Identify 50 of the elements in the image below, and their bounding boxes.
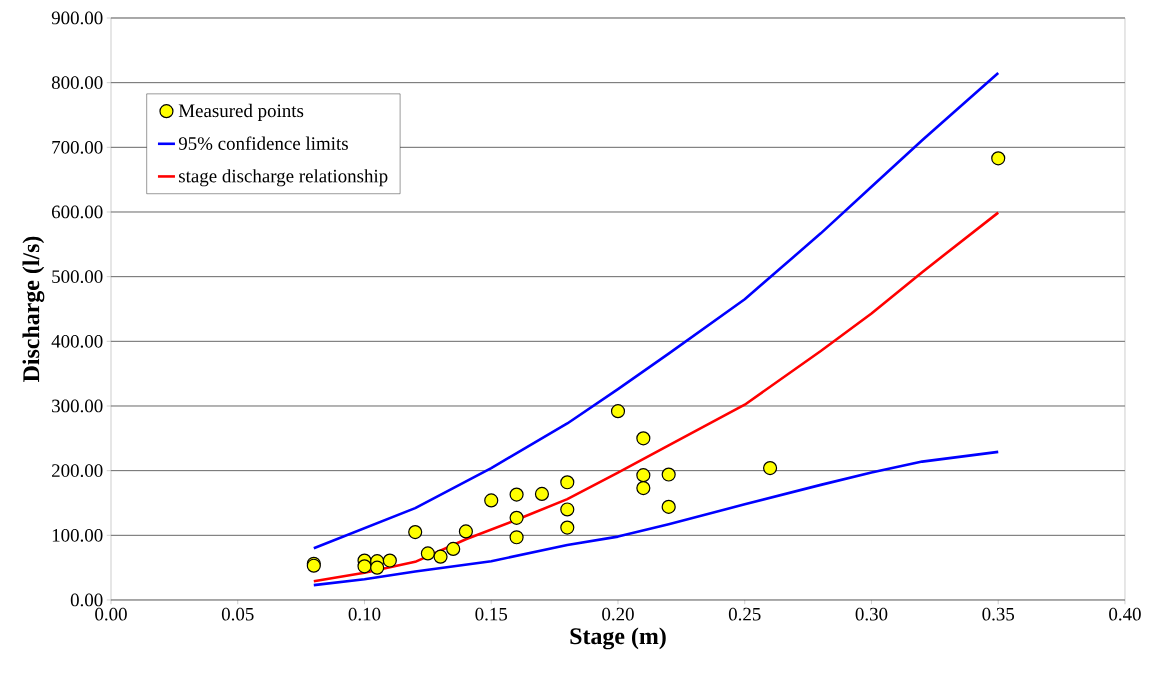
y-tick-label: 400.00 xyxy=(51,334,103,348)
point xyxy=(382,553,397,568)
point xyxy=(661,499,676,514)
line-series xyxy=(312,211,1000,583)
y-tick-label: 300.00 xyxy=(52,399,103,413)
y-axis-title: Discharge (l/s) xyxy=(22,236,45,382)
point xyxy=(509,487,524,502)
line-series xyxy=(312,450,1000,587)
y-tick-label: 200.00 xyxy=(52,464,103,478)
y-tick-label: 100.00 xyxy=(52,528,103,542)
point xyxy=(446,541,461,556)
y-tick-label: 600.00 xyxy=(51,205,103,219)
point xyxy=(560,475,575,490)
point xyxy=(509,510,524,525)
point xyxy=(357,559,372,574)
point xyxy=(509,530,524,545)
x-tick-label: 0.00 xyxy=(95,607,127,621)
legend-label: Measured points xyxy=(178,103,304,121)
point xyxy=(560,502,575,517)
x-tick-label: 0.10 xyxy=(348,607,381,621)
x-tick-label: 0.25 xyxy=(728,607,761,621)
x-tick-label: 0.30 xyxy=(855,607,888,621)
legend-label: 95% confidence limits xyxy=(178,136,348,150)
x-axis-title: Stage (m) xyxy=(570,627,666,650)
point xyxy=(560,520,575,535)
point xyxy=(636,481,651,496)
point xyxy=(458,524,473,539)
x-tick-label: 0.35 xyxy=(982,607,1015,621)
x-tick-label: 0.15 xyxy=(475,607,508,621)
y-tick-label: 800.00 xyxy=(51,76,103,90)
point xyxy=(370,560,385,575)
point xyxy=(408,525,423,540)
y-tick-label: 0.00 xyxy=(70,593,103,607)
point xyxy=(763,460,778,476)
point xyxy=(420,546,435,561)
y-tick-label: 900.00 xyxy=(51,11,103,25)
point xyxy=(991,151,1006,166)
x-tick-label: 0.40 xyxy=(1109,607,1141,621)
point xyxy=(610,404,626,419)
x-tick-label: 0.05 xyxy=(221,607,254,621)
y-tick-label: 700.00 xyxy=(52,140,103,154)
point xyxy=(661,467,676,482)
x-tick-label: 0.20 xyxy=(602,607,634,621)
point xyxy=(433,549,448,564)
point xyxy=(484,493,499,508)
legend-label: stage discharge relationship xyxy=(179,169,388,187)
point xyxy=(636,468,651,483)
point xyxy=(636,431,651,446)
y-tick-label: 500.00 xyxy=(52,270,103,284)
point xyxy=(534,486,550,502)
